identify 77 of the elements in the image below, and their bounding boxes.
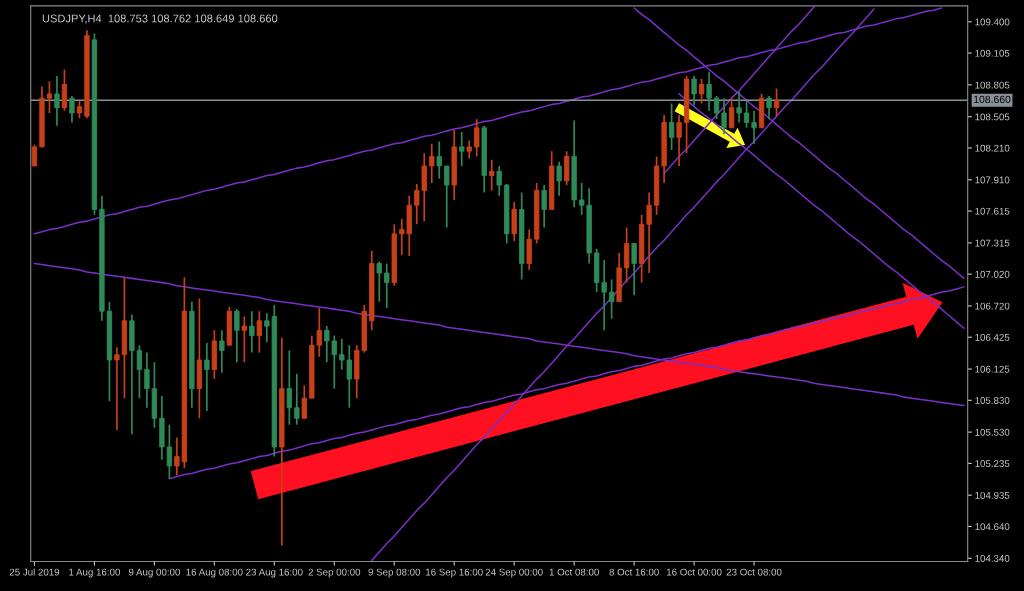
- x-tick-label: 9 Aug 00:00: [128, 568, 180, 578]
- candlestick: [46, 80, 53, 114]
- y-tick-label: 107.615: [975, 207, 1010, 215]
- y-tick-label: 107.315: [975, 239, 1010, 247]
- y-tick-label: 108.210: [975, 144, 1010, 152]
- y-tick-label: 109.400: [975, 18, 1010, 26]
- candlestick: [721, 97, 727, 136]
- candlestick: [204, 342, 210, 412]
- candlestick: [676, 114, 682, 167]
- candlestick: [31, 143, 38, 167]
- candlestick: [61, 68, 68, 112]
- candlestick: [698, 78, 705, 105]
- candlestick: [751, 110, 757, 145]
- candlestick: [384, 262, 390, 309]
- y-tick-label: 106.125: [975, 365, 1010, 373]
- x-tick-label: 23 Oct 08:00: [726, 568, 782, 576]
- x-tick-label: 2 Sep 00:00: [308, 568, 361, 578]
- candlestick: [773, 87, 780, 118]
- ref-line-label: 108.660: [974, 95, 1011, 104]
- candlestick: [301, 384, 307, 420]
- text: USDJPY,H4 108.753 108.762 108.649 108.660: [42, 14, 278, 24]
- candlestick: [429, 142, 435, 184]
- candlestick: [436, 140, 442, 180]
- candlestick: [766, 95, 772, 121]
- x-tick-label: 8 Oct 16:00: [609, 568, 659, 576]
- y-tick-label: 105.235: [975, 460, 1010, 467]
- candlestick: [234, 308, 240, 363]
- y-tick-label: 104.640: [975, 523, 1010, 531]
- candlestick: [249, 310, 255, 354]
- candlestick: [69, 95, 75, 124]
- y-tick-label: 105.830: [975, 397, 1010, 404]
- candlestick: [466, 139, 472, 160]
- candlestick: [286, 349, 292, 426]
- x-tick-label: 16 Aug 08:00: [186, 568, 243, 578]
- candlestick: [496, 165, 502, 197]
- candlestick: [376, 260, 382, 303]
- y-tick-label: 106.425: [975, 333, 1010, 341]
- x-tick-label: 24 Sep 00:00: [485, 568, 543, 578]
- candlestick: [736, 90, 742, 124]
- candlestick: [474, 118, 480, 158]
- candlestick: [459, 131, 465, 167]
- candlestick: [489, 158, 495, 192]
- candlestick: [631, 242, 637, 297]
- x-tick-label: 1 Oct 08:00: [549, 568, 599, 576]
- candlestick: [219, 329, 225, 374]
- y-tick-label: 106.720: [975, 302, 1010, 310]
- x-tick-label: 9 Sep 08:00: [368, 568, 421, 578]
- y-tick-label: 108.505: [975, 113, 1010, 121]
- candlestick: [241, 315, 248, 363]
- candlestick: [556, 160, 562, 197]
- y-tick-label: 105.530: [975, 428, 1010, 436]
- candlestick: [114, 346, 120, 431]
- x-tick-label: 16 Oct 00:00: [667, 568, 722, 576]
- x-tick-label: 23 Aug 16:00: [246, 568, 303, 578]
- y-tick-label: 107.910: [975, 176, 1010, 184]
- candlestick: [541, 184, 547, 229]
- candlestick: [691, 75, 697, 107]
- candlestick: [444, 165, 450, 229]
- candlestick: [54, 75, 60, 127]
- y-tick-label: 108.805: [975, 81, 1010, 89]
- x-tick-label: 16 Sep 16:00: [426, 568, 483, 578]
- y-tick-label: 109.105: [975, 49, 1010, 57]
- x-tick-label: 25 Jul 2019: [9, 568, 60, 576]
- candlestick: [743, 100, 750, 129]
- candlestick: [294, 372, 300, 426]
- y-tick-label: 107.020: [975, 270, 1010, 278]
- y-tick-label: 104.935: [975, 491, 1010, 499]
- candlestick: [136, 344, 143, 400]
- candlestick: [144, 351, 150, 409]
- candlestick: [713, 95, 720, 121]
- x-tick-label: 1 Aug 16:00: [69, 568, 121, 578]
- candlestick: [728, 97, 735, 129]
- candlestick: [608, 278, 615, 320]
- candlestick: [668, 102, 675, 151]
- candlestick: [256, 310, 263, 354]
- candlestick: [706, 70, 712, 112]
- y-tick-label: 104.340: [975, 555, 1010, 562]
